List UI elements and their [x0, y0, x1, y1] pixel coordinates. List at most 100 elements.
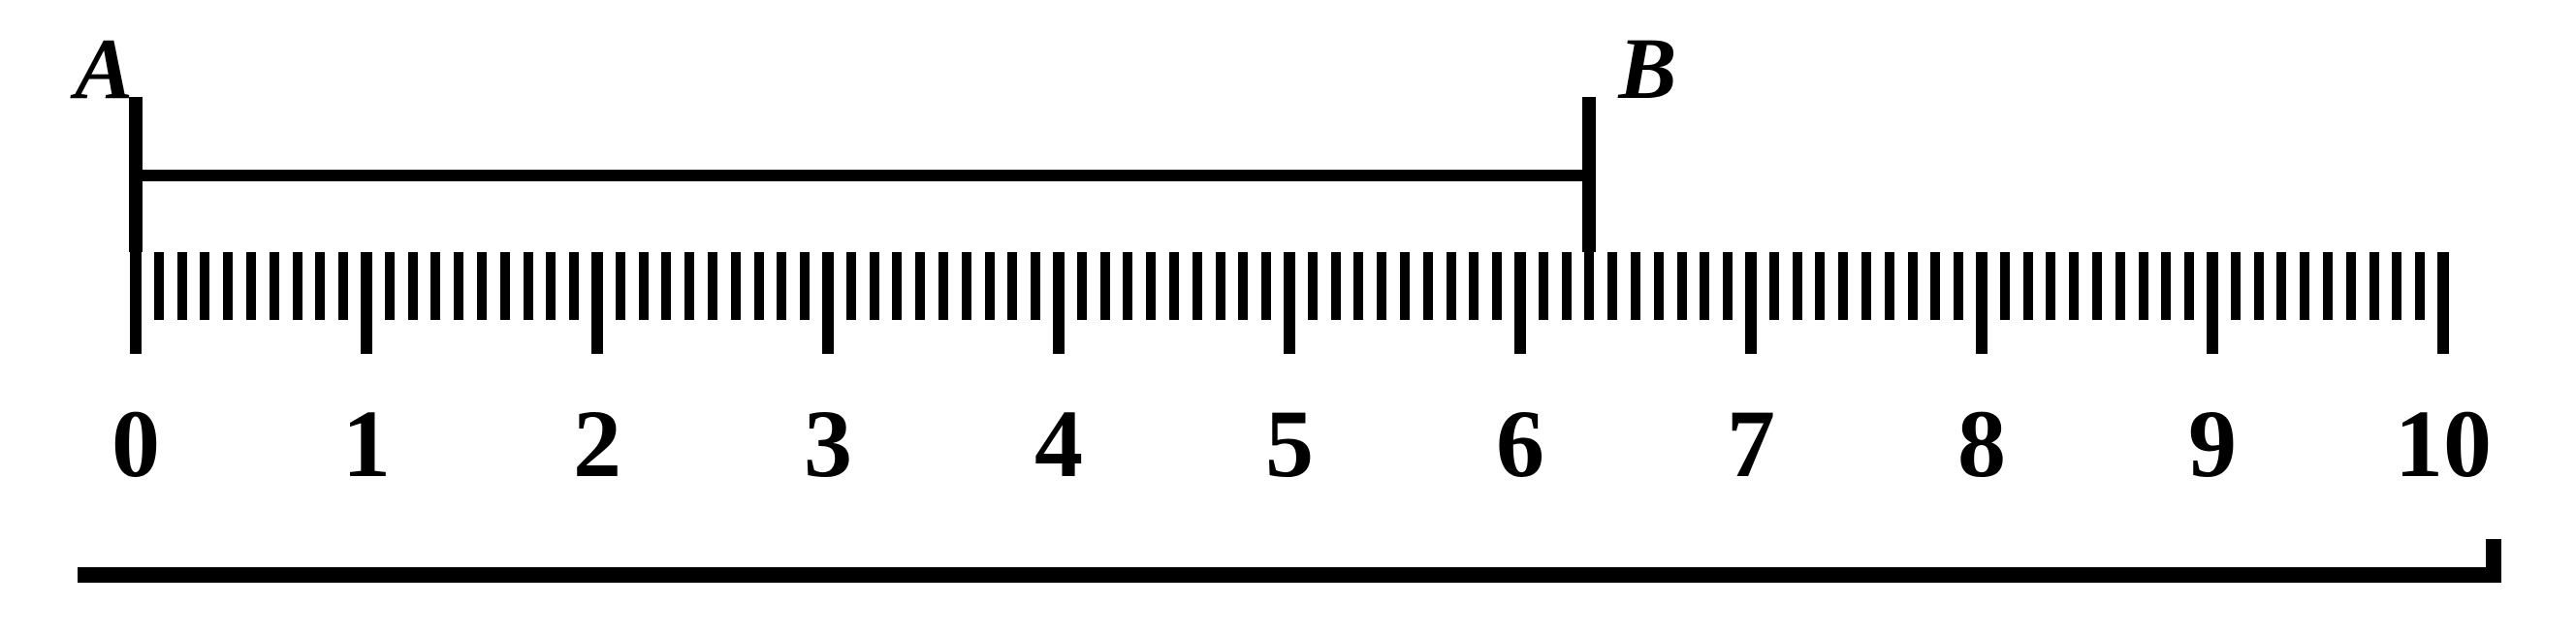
minor-tick: [1492, 252, 1502, 320]
minor-tick: [246, 252, 256, 320]
minor-tick: [684, 252, 694, 320]
minor-tick: [154, 252, 164, 320]
minor-tick: [454, 252, 463, 320]
minor-tick: [2300, 252, 2309, 320]
minor-tick: [200, 252, 209, 320]
minor-tick: [1216, 252, 1225, 320]
minor-tick: [2346, 252, 2356, 320]
minor-tick: [430, 252, 440, 320]
ruler-number: 3: [804, 388, 852, 499]
minor-tick: [2092, 252, 2102, 320]
minor-tick: [477, 252, 487, 320]
minor-tick: [1353, 252, 1363, 320]
minor-tick: [1562, 252, 1572, 320]
minor-tick: [1539, 252, 1548, 320]
minor-tick: [962, 252, 971, 320]
ruler-number: 10: [2395, 388, 2492, 499]
minor-tick: [223, 252, 233, 320]
minor-tick: [338, 252, 348, 320]
minor-tick: [385, 252, 395, 320]
minor-tick: [1238, 252, 1248, 320]
minor-tick: [1377, 252, 1386, 320]
major-tick: [1053, 252, 1065, 354]
ruler-scale: [78, 252, 2501, 354]
minor-tick: [315, 252, 325, 320]
minor-tick: [1423, 252, 1433, 320]
minor-tick: [2161, 252, 2171, 320]
minor-tick: [1815, 252, 1825, 320]
minor-tick: [2046, 252, 2055, 320]
minor-tick: [2254, 252, 2264, 320]
major-tick: [2207, 252, 2218, 354]
ruler-number: 2: [573, 388, 621, 499]
minor-tick: [1193, 252, 1202, 320]
minor-tick: [2415, 252, 2425, 320]
minor-tick: [1447, 252, 1456, 320]
minor-tick: [1654, 252, 1664, 320]
minor-tick: [1677, 252, 1687, 320]
major-tick: [2437, 252, 2449, 354]
minor-tick: [870, 252, 879, 320]
minor-tick: [1700, 252, 1709, 320]
minor-tick: [177, 252, 187, 320]
minor-tick: [569, 252, 579, 320]
minor-tick: [1769, 252, 1779, 320]
minor-tick: [1607, 252, 1617, 320]
major-tick: [591, 252, 603, 354]
minor-tick: [2323, 252, 2333, 320]
minor-tick: [708, 252, 717, 320]
minor-tick: [1100, 252, 1110, 320]
minor-tick: [1169, 252, 1179, 320]
ruler-number: 8: [1957, 388, 2006, 499]
minor-tick: [1146, 252, 1156, 320]
major-tick: [1976, 252, 1988, 354]
minor-tick: [1031, 252, 1040, 320]
ruler-number: 6: [1496, 388, 1544, 499]
minor-tick: [1469, 252, 1479, 320]
ruler-number: 9: [2188, 388, 2237, 499]
minor-tick: [2392, 252, 2401, 320]
minor-tick: [639, 252, 649, 320]
minor-tick: [777, 252, 786, 320]
minor-tick: [1885, 252, 1894, 320]
minor-tick: [1954, 252, 1963, 320]
minor-tick: [546, 252, 556, 320]
minor-tick: [2000, 252, 2010, 320]
minor-tick: [1331, 252, 1341, 320]
major-tick: [361, 252, 372, 354]
minor-tick: [731, 252, 741, 320]
minor-tick: [846, 252, 856, 320]
minor-tick: [1793, 252, 1802, 320]
minor-tick: [1930, 252, 1940, 320]
major-tick: [1514, 252, 1526, 354]
minor-tick: [1908, 252, 1918, 320]
ruler-number: 5: [1265, 388, 1314, 499]
major-tick: [1745, 252, 1757, 354]
minor-tick: [408, 252, 418, 320]
minor-tick: [1838, 252, 1848, 320]
minor-tick: [754, 252, 764, 320]
ruler-number: 1: [342, 388, 391, 499]
point-b-label: B: [1618, 19, 1676, 119]
minor-tick: [1261, 252, 1271, 320]
major-tick: [130, 252, 142, 354]
ruler-number: 0: [111, 388, 160, 499]
ruler-number: 7: [1727, 388, 1775, 499]
minor-tick: [1007, 252, 1017, 320]
minor-tick: [1631, 252, 1640, 320]
minor-tick: [2115, 252, 2125, 320]
minor-tick: [500, 252, 510, 320]
minor-tick: [1308, 252, 1318, 320]
ruler-baseline: [78, 567, 2501, 583]
minor-tick: [915, 252, 925, 320]
minor-tick: [2231, 252, 2241, 320]
minor-tick: [661, 252, 671, 320]
minor-tick: [1123, 252, 1132, 320]
minor-tick: [892, 252, 902, 320]
ruler-right-edge: [2486, 539, 2501, 583]
minor-tick: [616, 252, 625, 320]
minor-tick: [293, 252, 302, 320]
minor-tick: [2184, 252, 2194, 320]
minor-tick: [1077, 252, 1087, 320]
minor-tick: [2276, 252, 2286, 320]
